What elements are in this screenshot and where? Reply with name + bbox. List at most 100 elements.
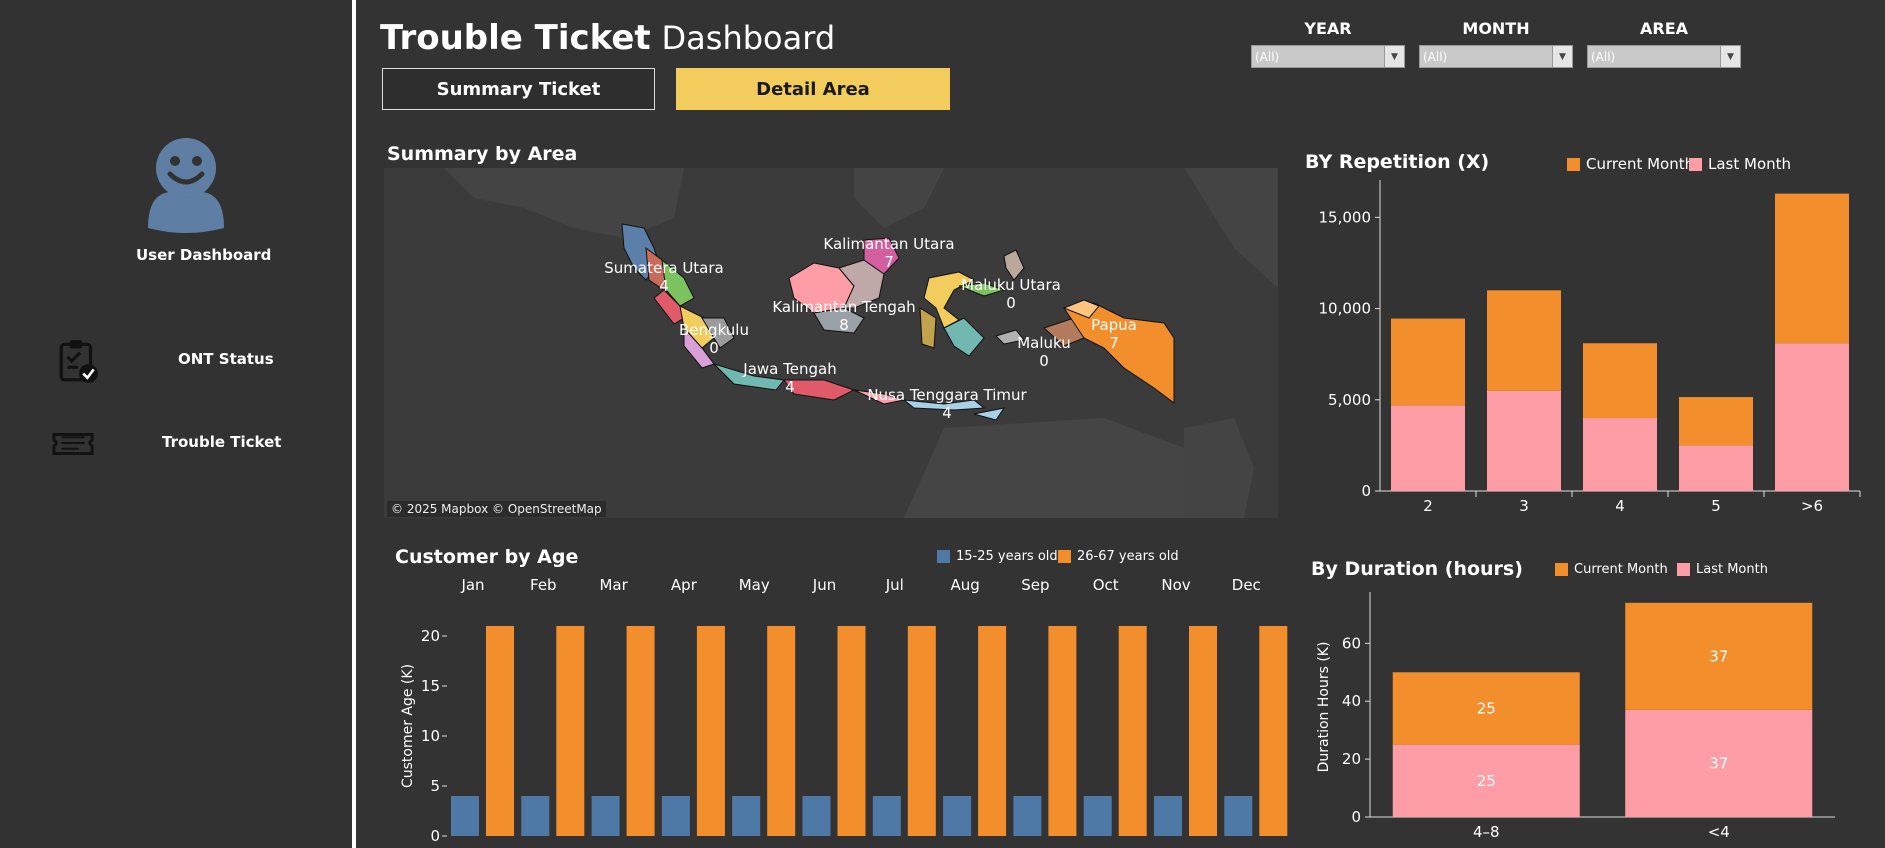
map-label: Papua 7	[1091, 316, 1137, 352]
age-chart[interactable]: 0 5 10 15 20 Customer Age (K) Jan Feb Mar Apr May J…	[390, 570, 1290, 848]
y-tick-label: 0	[1351, 808, 1361, 826]
x-tick-label: 2	[1423, 497, 1433, 515]
data-label: 25	[1477, 699, 1496, 717]
data-label: 37	[1709, 647, 1728, 665]
map-svg	[444, 168, 1278, 518]
bar	[486, 626, 514, 836]
bar	[661, 796, 690, 836]
sidebar-item-ont-status[interactable]: ONT Status	[178, 350, 274, 368]
y-tick-label: 5,000	[1328, 391, 1371, 409]
bar	[907, 626, 936, 836]
month-header: Dec	[1232, 576, 1261, 594]
user-dashboard-label: User Dashboard	[136, 246, 272, 264]
bar	[837, 626, 866, 836]
month-header: Mar	[599, 576, 628, 594]
legend-swatch	[1555, 563, 1568, 576]
map-label: Kalimantan Utara 7	[823, 235, 955, 271]
y-tick-label: 40	[1342, 692, 1361, 710]
bar-segment	[1775, 193, 1849, 344]
filter-year-select[interactable]: (All) ▼	[1251, 45, 1405, 68]
bar	[451, 796, 479, 836]
page-title: Trouble Ticket Dashboard	[380, 18, 835, 58]
bar	[1154, 796, 1182, 836]
repetition-legend-current: Current Month	[1567, 155, 1694, 173]
tab-detail-area[interactable]: Detail Area	[676, 68, 950, 110]
x-tick-label: 5	[1711, 497, 1721, 515]
x-tick-label: 4–8	[1473, 823, 1500, 841]
filter-area-select[interactable]: (All) ▼	[1587, 45, 1741, 68]
chevron-down-icon[interactable]: ▼	[1384, 46, 1404, 67]
bar-segment	[1625, 709, 1813, 817]
filter-area-label: AREA	[1639, 19, 1688, 38]
duration-title: By Duration (hours)	[1311, 558, 1523, 580]
ticket-icon[interactable]	[52, 428, 94, 458]
bar	[872, 796, 901, 836]
bar-segment	[1583, 343, 1657, 419]
x-tick-label: 4	[1615, 497, 1625, 515]
bar-segment	[1625, 602, 1813, 710]
page-title-bold: Trouble Ticket	[380, 18, 651, 58]
bar-segment	[1392, 744, 1580, 817]
bar-segment	[1391, 405, 1465, 491]
month-header: Jul	[885, 576, 904, 594]
bar	[591, 796, 620, 836]
clipboard-check-icon[interactable]	[57, 338, 99, 384]
bar-segment	[1679, 445, 1753, 491]
month-header: Oct	[1093, 576, 1119, 594]
month-header: Feb	[530, 576, 557, 594]
legend-swatch	[1677, 563, 1690, 576]
bar-segment	[1679, 397, 1753, 446]
bar	[1189, 626, 1217, 836]
duration-legend-last: Last Month	[1677, 562, 1768, 577]
data-label: 25	[1477, 772, 1496, 790]
y-axis-label: Customer Age (K)	[400, 664, 416, 788]
duration-chart[interactable]: 0 20 40 60 Duration Hours (K) 25 25 4–8 37 37 <4	[1310, 585, 1870, 848]
sidebar: User Dashboard ONT Status Trouble Ticket	[0, 0, 352, 848]
bar	[943, 796, 972, 836]
bar	[767, 626, 796, 836]
bar-segment	[1487, 390, 1561, 491]
bar	[521, 796, 550, 836]
bar-segment	[1487, 290, 1561, 391]
map-label: Kalimantan Tengah 8	[772, 298, 916, 334]
sidebar-divider	[352, 0, 356, 848]
bar-segment	[1391, 318, 1465, 406]
legend-swatch	[1689, 157, 1702, 171]
tab-summary-ticket[interactable]: Summary Ticket	[382, 68, 655, 110]
month-header: Jan	[460, 576, 484, 594]
map-label: Sumatera Utara 4	[604, 259, 724, 295]
age-legend-adult: 26-67 years old	[1058, 549, 1179, 564]
map-credit[interactable]: © 2025 Mapbox © OpenStreetMap	[387, 501, 606, 517]
bar	[1118, 626, 1147, 836]
map-label: Nusa Tenggara Timur 4	[867, 386, 1027, 422]
repetition-chart[interactable]: 0 5,000 10,000 15,000 2 3 4 5 >6	[1300, 180, 1870, 520]
x-tick-label: <4	[1708, 823, 1730, 841]
repetition-title: BY Repetition (X)	[1305, 151, 1490, 173]
age-legend-young: 15-25 years old	[937, 549, 1058, 564]
user-avatar-icon[interactable]	[146, 128, 226, 236]
sidebar-item-trouble-ticket[interactable]: Trouble Ticket	[162, 433, 282, 451]
month-header: Sep	[1021, 576, 1049, 594]
chevron-down-icon[interactable]: ▼	[1552, 46, 1572, 67]
duration-legend-current: Current Month	[1555, 562, 1668, 577]
y-axis-label: Duration Hours (K)	[1316, 642, 1332, 773]
bar	[1048, 626, 1077, 836]
filter-year-value: (All)	[1255, 49, 1280, 64]
y-tick-label: 10	[421, 727, 440, 745]
bar	[1013, 796, 1042, 836]
y-tick-label: 20	[1342, 750, 1361, 768]
chevron-down-icon[interactable]: ▼	[1720, 46, 1740, 67]
page-title-light: Dashboard	[661, 19, 836, 57]
data-label: 37	[1709, 754, 1728, 772]
map-label: Maluku Utara 0	[961, 276, 1061, 312]
filter-month-select[interactable]: (All) ▼	[1419, 45, 1573, 68]
bar-segment	[1775, 343, 1849, 491]
bar-segment	[1583, 418, 1657, 491]
filter-month-value: (All)	[1423, 49, 1448, 64]
month-header: Apr	[671, 576, 698, 594]
indonesia-map[interactable]: Sumatera Utara 4 Kalimantan Utara 7 Maluku…	[384, 168, 1278, 518]
bar	[978, 626, 1007, 836]
filter-year-label: YEAR	[1304, 19, 1352, 38]
legend-swatch	[937, 550, 950, 563]
x-tick-label: >6	[1801, 497, 1823, 515]
